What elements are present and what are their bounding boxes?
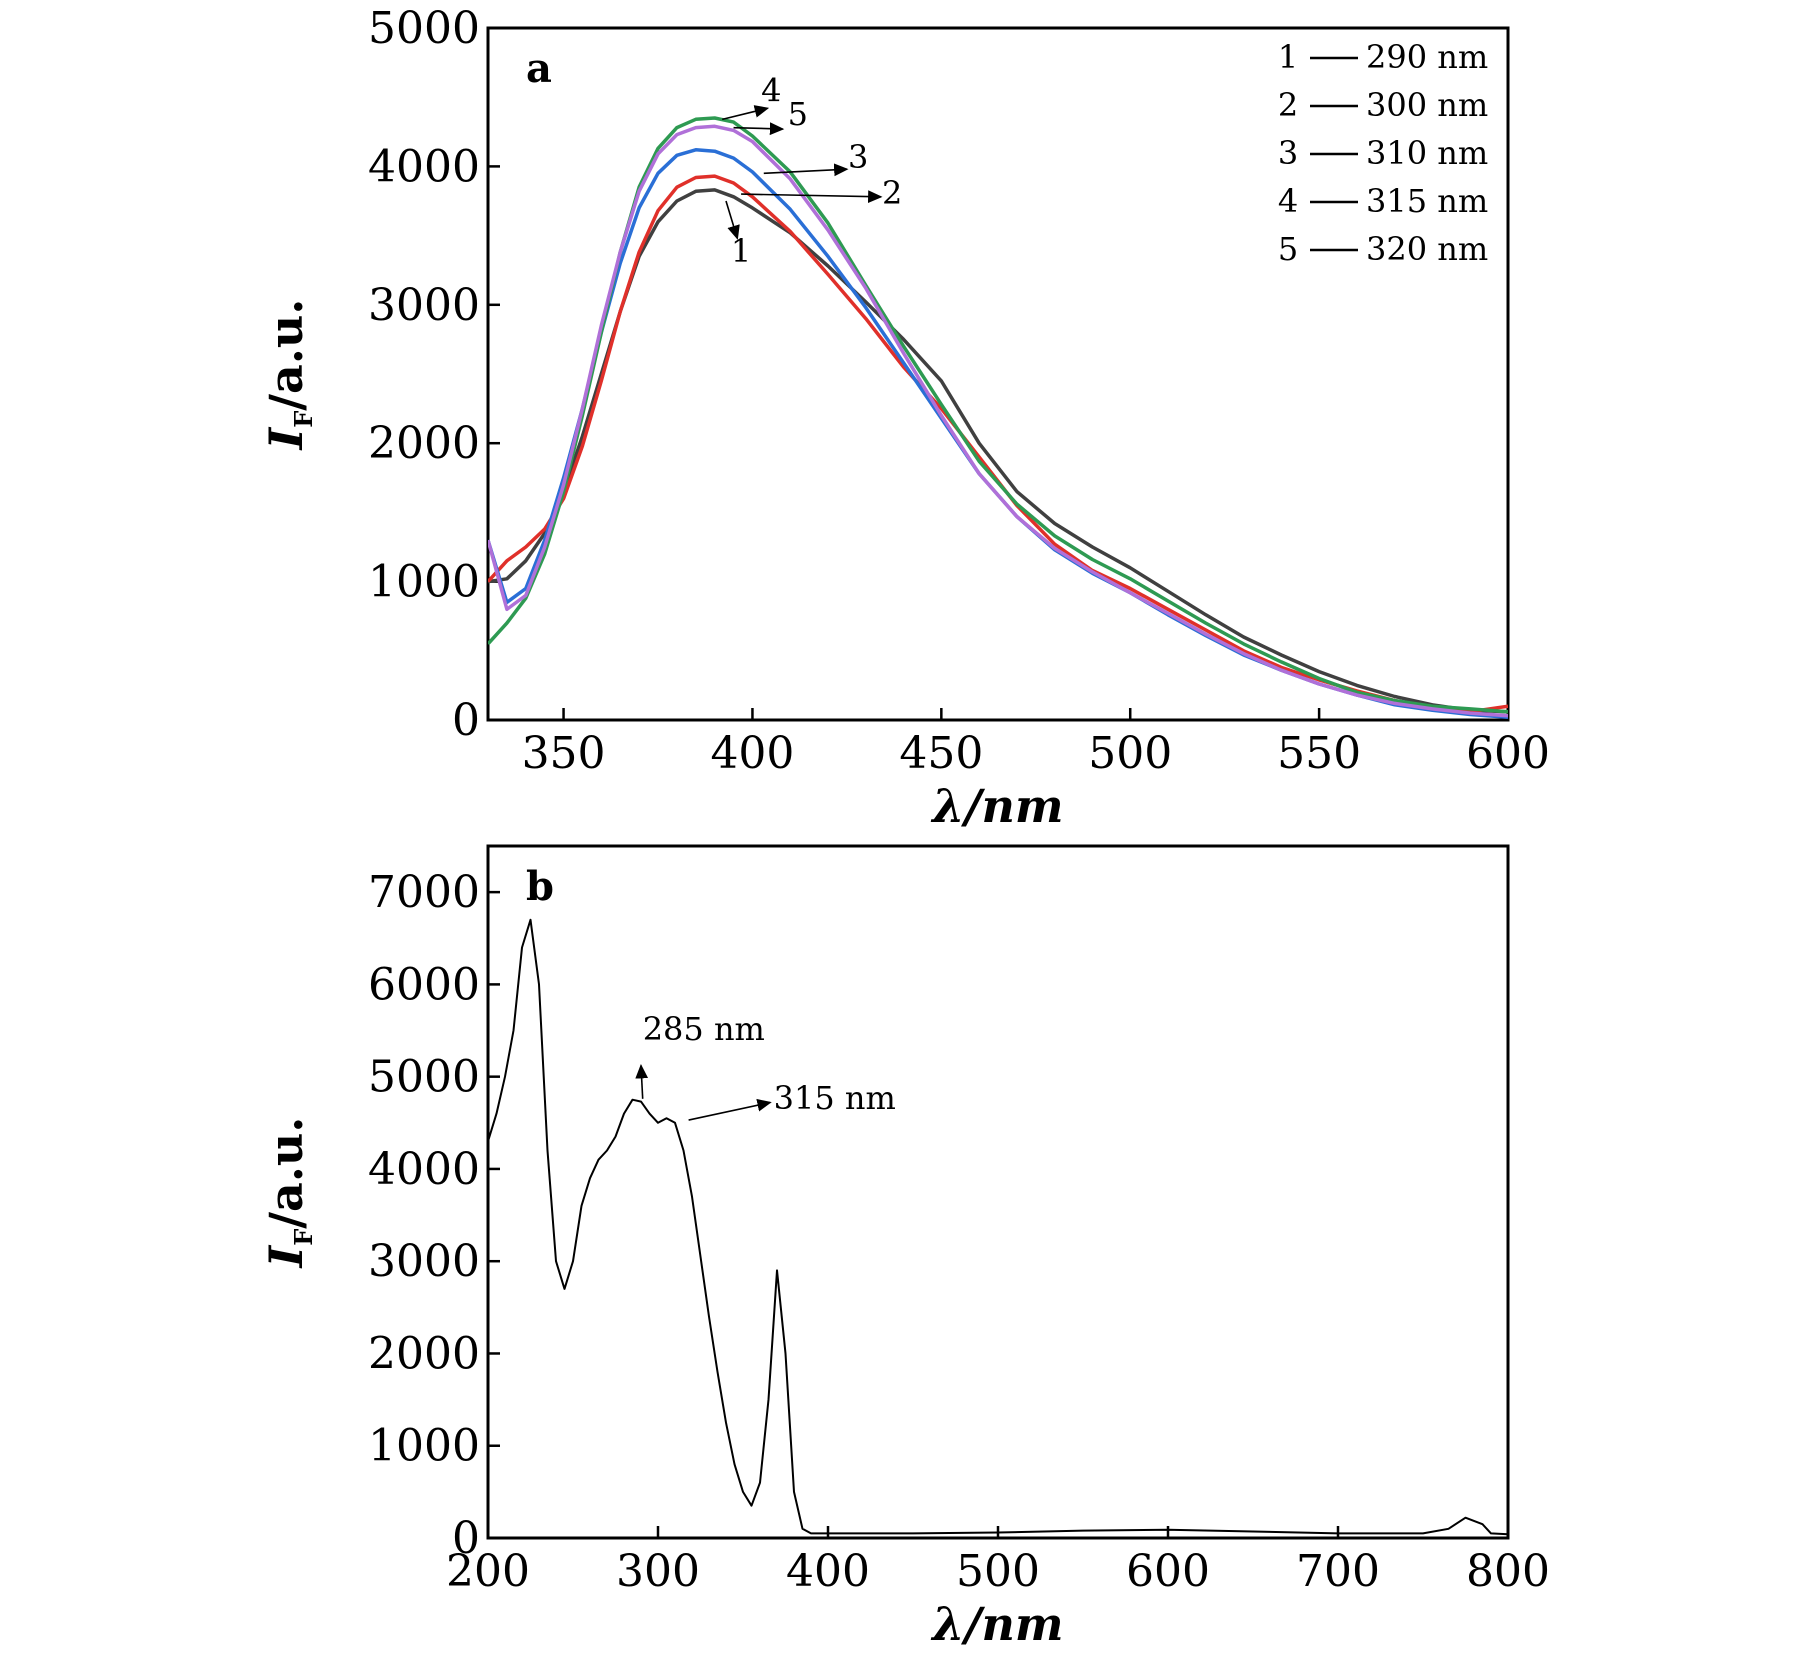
- y-axis-title-sub: F: [289, 1229, 318, 1246]
- y-tick-label: 2000: [368, 418, 480, 469]
- y-tick-label: 4000: [368, 141, 480, 192]
- y-axis-title-main: I: [259, 1244, 313, 1269]
- y-axis-title-main: I: [259, 426, 313, 451]
- x-tick-label: 400: [710, 728, 794, 779]
- y-tick-label: 5000: [368, 3, 480, 54]
- x-tick-label: 350: [522, 728, 606, 779]
- y-tick-label: 1000: [368, 1421, 480, 1472]
- legend-id: 3: [1278, 134, 1298, 172]
- panel-letter: a: [526, 45, 552, 92]
- peak-annotation-arrow: [688, 1098, 772, 1121]
- chart-panel-a: 350 400 450 500 550 600 0 1000 2000 3000 4000 5000 λ…: [259, 3, 1550, 833]
- legend-label: 315 nm: [1366, 182, 1488, 220]
- curve-label-arrow: [741, 190, 883, 203]
- curve-label-2: 2: [882, 174, 902, 212]
- y-tick-label: 0: [452, 695, 480, 746]
- curve-label-1: 1: [731, 232, 751, 270]
- legend-label: 310 nm: [1366, 134, 1488, 172]
- panel-letter: b: [526, 863, 554, 910]
- legend-label: 320 nm: [1366, 230, 1488, 268]
- series-line-3: [488, 148, 1508, 719]
- curve-label-5: 5: [788, 95, 808, 133]
- legend-id: 2: [1278, 86, 1298, 124]
- series-line-0: [488, 918, 1508, 1536]
- curve-label-arrow: [725, 200, 740, 240]
- curve-label-4: 4: [761, 71, 781, 109]
- legend-label: 290 nm: [1366, 38, 1488, 76]
- plot-frame: [486, 844, 1510, 1540]
- plot-frame: [486, 26, 1510, 722]
- x-tick-label: 700: [1296, 1546, 1380, 1597]
- peak-annotation: 285 nm: [643, 1010, 765, 1048]
- curve-label-arrow: [722, 105, 770, 121]
- chart-panel-b: 200 300 400 500 600 700 800 0 1000 2000 3000 4000 50…: [259, 844, 1550, 1651]
- legend-id: 1: [1278, 38, 1298, 76]
- x-tick-label: 550: [1277, 728, 1361, 779]
- x-tick-label: 400: [786, 1546, 870, 1597]
- y-tick-label: 0: [452, 1513, 480, 1564]
- x-axis-title: λ/nm: [930, 1597, 1063, 1651]
- series-line-2: [488, 174, 1508, 714]
- y-tick-label: 7000: [368, 867, 480, 918]
- legend-id: 4: [1278, 182, 1298, 220]
- y-tick-label: 3000: [368, 1236, 480, 1287]
- y-tick-label: 6000: [368, 959, 480, 1010]
- y-axis-title-sub: F: [289, 411, 318, 428]
- x-tick-label: 450: [899, 728, 983, 779]
- x-tick-label: 500: [1088, 728, 1172, 779]
- x-tick-label: 500: [956, 1546, 1040, 1597]
- peak-annotation-arrow: [635, 1063, 649, 1099]
- series-line-1: [488, 188, 1508, 714]
- curve-label-arrow: [733, 122, 785, 136]
- y-tick-label: 1000: [368, 557, 480, 608]
- x-tick-label: 600: [1466, 728, 1550, 779]
- peak-annotation: 315 nm: [774, 1079, 896, 1117]
- x-tick-label: 800: [1466, 1546, 1550, 1597]
- y-tick-label: 4000: [368, 1144, 480, 1195]
- legend-label: 300 nm: [1366, 86, 1488, 124]
- x-tick-label: 600: [1126, 1546, 1210, 1597]
- curve-label-3: 3: [848, 138, 868, 176]
- y-tick-label: 3000: [368, 280, 480, 331]
- x-tick-label: 200: [446, 1546, 530, 1597]
- x-axis-title: λ/nm: [930, 779, 1063, 833]
- y-tick-label: 2000: [368, 1328, 480, 1379]
- legend-id: 5: [1278, 230, 1298, 268]
- y-axis-title: IF/a.u.: [259, 1117, 318, 1270]
- x-tick-label: 300: [616, 1546, 700, 1597]
- curve-label-arrow: [763, 163, 849, 177]
- y-axis-title-rest: /a.u.: [259, 1117, 313, 1229]
- y-axis-title: IF/a.u.: [259, 299, 318, 452]
- series-line-5: [488, 124, 1508, 718]
- y-tick-label: 5000: [368, 1052, 480, 1103]
- y-axis-title-rest: /a.u.: [259, 299, 313, 411]
